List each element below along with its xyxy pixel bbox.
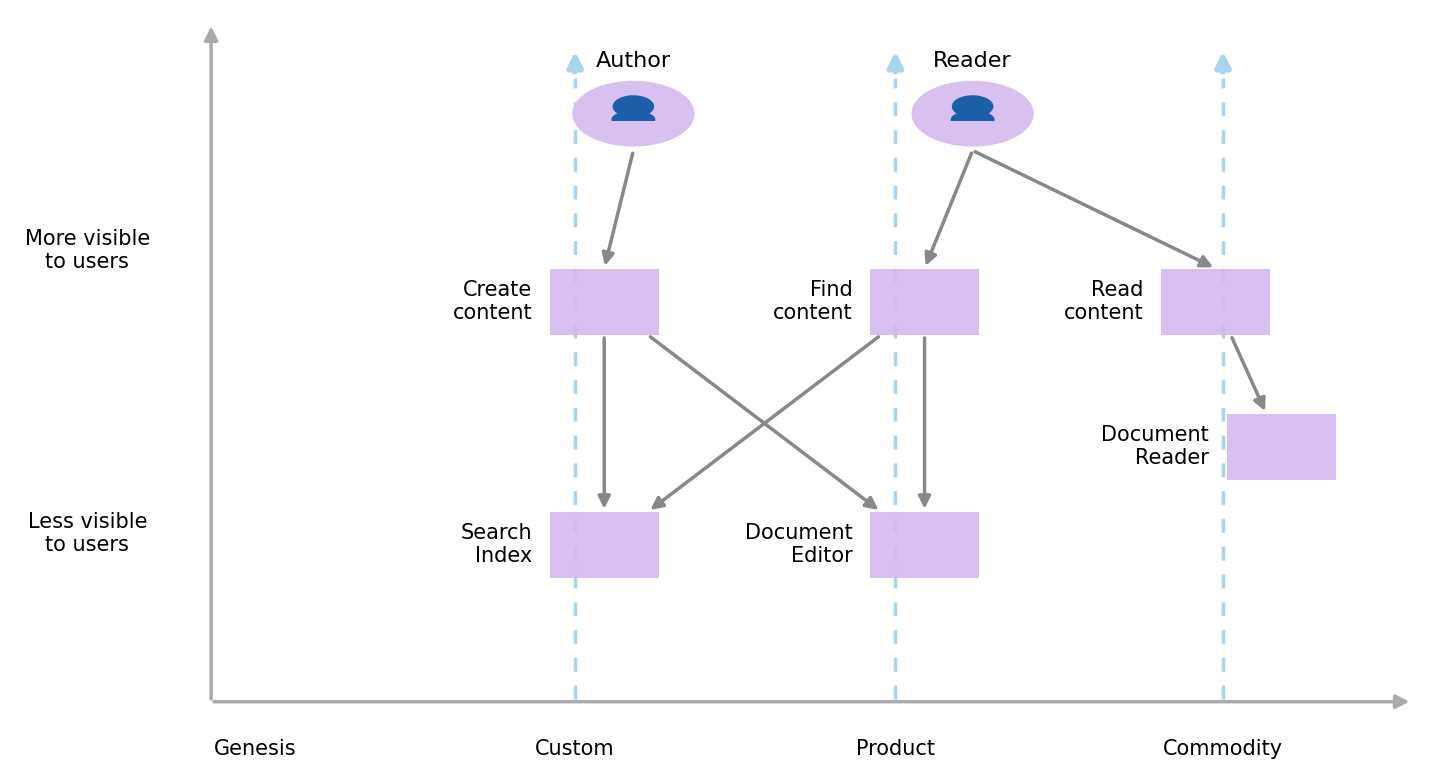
Text: Find
content: Find content bbox=[773, 280, 853, 324]
Text: Commodity: Commodity bbox=[1163, 739, 1283, 759]
Text: Author: Author bbox=[596, 51, 671, 71]
Text: Less visible
to users: Less visible to users bbox=[28, 511, 147, 555]
Text: Search
Index: Search Index bbox=[460, 523, 531, 567]
Circle shape bbox=[572, 81, 695, 147]
Ellipse shape bbox=[612, 111, 655, 129]
FancyBboxPatch shape bbox=[871, 268, 978, 336]
FancyBboxPatch shape bbox=[549, 512, 658, 579]
Text: Custom: Custom bbox=[536, 739, 614, 759]
Text: Product: Product bbox=[856, 739, 935, 759]
Text: Read
content: Read content bbox=[1064, 280, 1144, 324]
Ellipse shape bbox=[951, 111, 994, 129]
Circle shape bbox=[911, 81, 1034, 147]
Circle shape bbox=[613, 95, 654, 118]
FancyBboxPatch shape bbox=[549, 268, 658, 336]
Text: Genesis: Genesis bbox=[214, 739, 296, 759]
Text: Document
Reader: Document Reader bbox=[1101, 425, 1208, 469]
FancyBboxPatch shape bbox=[1162, 268, 1270, 336]
FancyBboxPatch shape bbox=[871, 512, 978, 579]
FancyBboxPatch shape bbox=[1226, 414, 1335, 480]
Text: Reader: Reader bbox=[933, 51, 1012, 71]
Text: Document
Editor: Document Editor bbox=[744, 523, 853, 567]
Text: More visible
to users: More visible to users bbox=[25, 229, 150, 273]
Circle shape bbox=[952, 95, 993, 118]
Text: Create
content: Create content bbox=[453, 280, 531, 324]
